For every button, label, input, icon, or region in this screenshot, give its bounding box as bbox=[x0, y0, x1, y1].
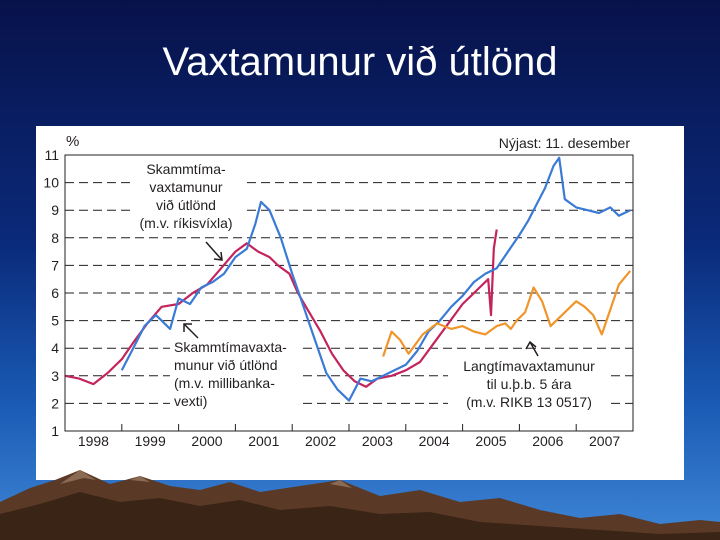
x-tick-label: 2005 bbox=[475, 433, 506, 449]
y-tick-label: 5 bbox=[51, 313, 59, 329]
annotation-line: til u.þ.b. 5 ára bbox=[487, 376, 572, 392]
annotation-line: vaxtamunur bbox=[149, 179, 222, 195]
annotation-long-term: Langtímavaxtamunur til u.þ.b. 5 ára (m.v… bbox=[448, 340, 610, 420]
y-tick-label: 10 bbox=[43, 175, 59, 191]
x-tick-label: 1999 bbox=[135, 433, 166, 449]
series-line-2 bbox=[120, 156, 631, 402]
y-tick-label: 1 bbox=[51, 423, 59, 439]
x-tick-label: 2007 bbox=[589, 433, 620, 449]
annotation-arrow bbox=[183, 323, 199, 339]
annotation-line: Langtímavaxtamunur bbox=[463, 358, 595, 374]
y-tick-label: 6 bbox=[51, 285, 59, 301]
annotation-line: (m.v. ríkisvíxla) bbox=[139, 215, 232, 231]
annotation-arrowhead bbox=[183, 323, 192, 332]
x-tick-labels: 1998 1999 2000 2001 2002 2003 2004 2005 2006 2007 bbox=[78, 424, 620, 449]
annotation-line: vexti) bbox=[174, 393, 207, 409]
y-tick-label: 3 bbox=[51, 368, 59, 384]
annotation-short-term-interbank: Skammtímavaxta- munur við útlönd (m.v. m… bbox=[170, 323, 302, 418]
x-tick-label: 2001 bbox=[248, 433, 279, 449]
y-tick-labels: 1 2 3 4 5 6 7 8 9 10 11 bbox=[43, 147, 59, 439]
slide-title: Vaxtamunur við útlönd bbox=[162, 40, 558, 84]
latest-date-note: Nýjast: 11. desember bbox=[499, 135, 631, 151]
annotation-line: við útlönd bbox=[156, 197, 216, 213]
annotation-arrow bbox=[205, 241, 223, 261]
annotation-arrowhead bbox=[525, 340, 537, 350]
interest-rate-differential-chart: 1 2 3 4 5 6 7 8 9 10 11 1998 1999 2000 2001 2002 2003 20… bbox=[43, 133, 634, 449]
annotation-arrow bbox=[529, 341, 539, 357]
y-unit-label: % bbox=[66, 133, 79, 150]
annotation-line: Skammtíma- bbox=[146, 161, 226, 177]
annotation-line: (m.v. RIKB 13 0517) bbox=[466, 394, 592, 410]
x-tick-label: 2000 bbox=[191, 433, 222, 449]
annotation-line: Skammtímavaxta- bbox=[174, 339, 287, 355]
x-tick-label: 1998 bbox=[78, 433, 109, 449]
annotation-short-term-treasury: Skammtíma- vaxtamunur við útlönd (m.v. r… bbox=[132, 156, 244, 261]
x-tick-label: 2006 bbox=[532, 433, 563, 449]
y-tick-label: 9 bbox=[51, 202, 59, 218]
y-tick-label: 2 bbox=[51, 395, 59, 411]
mountain-silhouette bbox=[0, 470, 720, 540]
x-tick-label: 2003 bbox=[362, 433, 393, 449]
chart-panel: 1 2 3 4 5 6 7 8 9 10 11 1998 1999 2000 2001 2002 2003 20… bbox=[36, 126, 684, 480]
y-tick-label: 4 bbox=[51, 340, 59, 356]
series-line-3 bbox=[382, 270, 632, 357]
series-lines bbox=[64, 156, 632, 402]
y-tick-label: 11 bbox=[44, 147, 59, 163]
y-tick-label: 8 bbox=[51, 230, 59, 246]
x-tick-label: 2004 bbox=[419, 433, 450, 449]
x-tick-label: 2002 bbox=[305, 433, 336, 449]
annotation-line: (m.v. millibanka- bbox=[174, 375, 275, 391]
annotation-arrowhead bbox=[213, 251, 223, 261]
annotation-line: munur við útlönd bbox=[174, 357, 278, 373]
plot-frame bbox=[64, 154, 634, 432]
y-tick-label: 7 bbox=[51, 257, 59, 273]
